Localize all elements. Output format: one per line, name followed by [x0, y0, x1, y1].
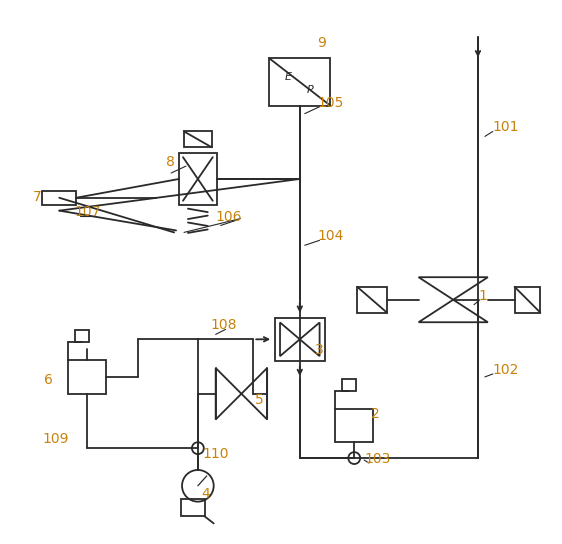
Bar	[515, 287, 540, 313]
Text: 106: 106	[216, 209, 242, 224]
Text: E: E	[284, 72, 292, 82]
Bar	[275, 318, 324, 361]
Bar	[43, 191, 76, 205]
Text: 1: 1	[478, 289, 487, 302]
Bar	[357, 287, 387, 313]
Text: 9: 9	[318, 36, 327, 50]
Bar	[75, 330, 89, 342]
Text: 8: 8	[166, 155, 175, 169]
Text: 5: 5	[255, 393, 264, 407]
Text: 105: 105	[318, 96, 344, 110]
Text: 103: 103	[364, 452, 391, 466]
Text: 108: 108	[211, 318, 237, 332]
Text: P: P	[306, 85, 313, 95]
Text: 3: 3	[315, 343, 323, 357]
Text: 110: 110	[203, 447, 229, 461]
Text: 104: 104	[318, 230, 344, 243]
Bar	[342, 379, 356, 391]
Text: 2: 2	[371, 407, 380, 422]
Bar	[179, 153, 217, 205]
Bar	[68, 360, 106, 394]
Text: 107: 107	[74, 205, 101, 219]
Bar	[181, 499, 205, 516]
Text: 102: 102	[493, 363, 519, 377]
Text: 6: 6	[44, 373, 53, 387]
Text: 7: 7	[33, 190, 42, 204]
Bar	[269, 58, 330, 106]
Text: 4: 4	[201, 487, 210, 500]
Text: 101: 101	[493, 120, 519, 134]
Bar	[184, 132, 212, 147]
Bar	[336, 409, 373, 442]
Text: 109: 109	[43, 432, 69, 446]
